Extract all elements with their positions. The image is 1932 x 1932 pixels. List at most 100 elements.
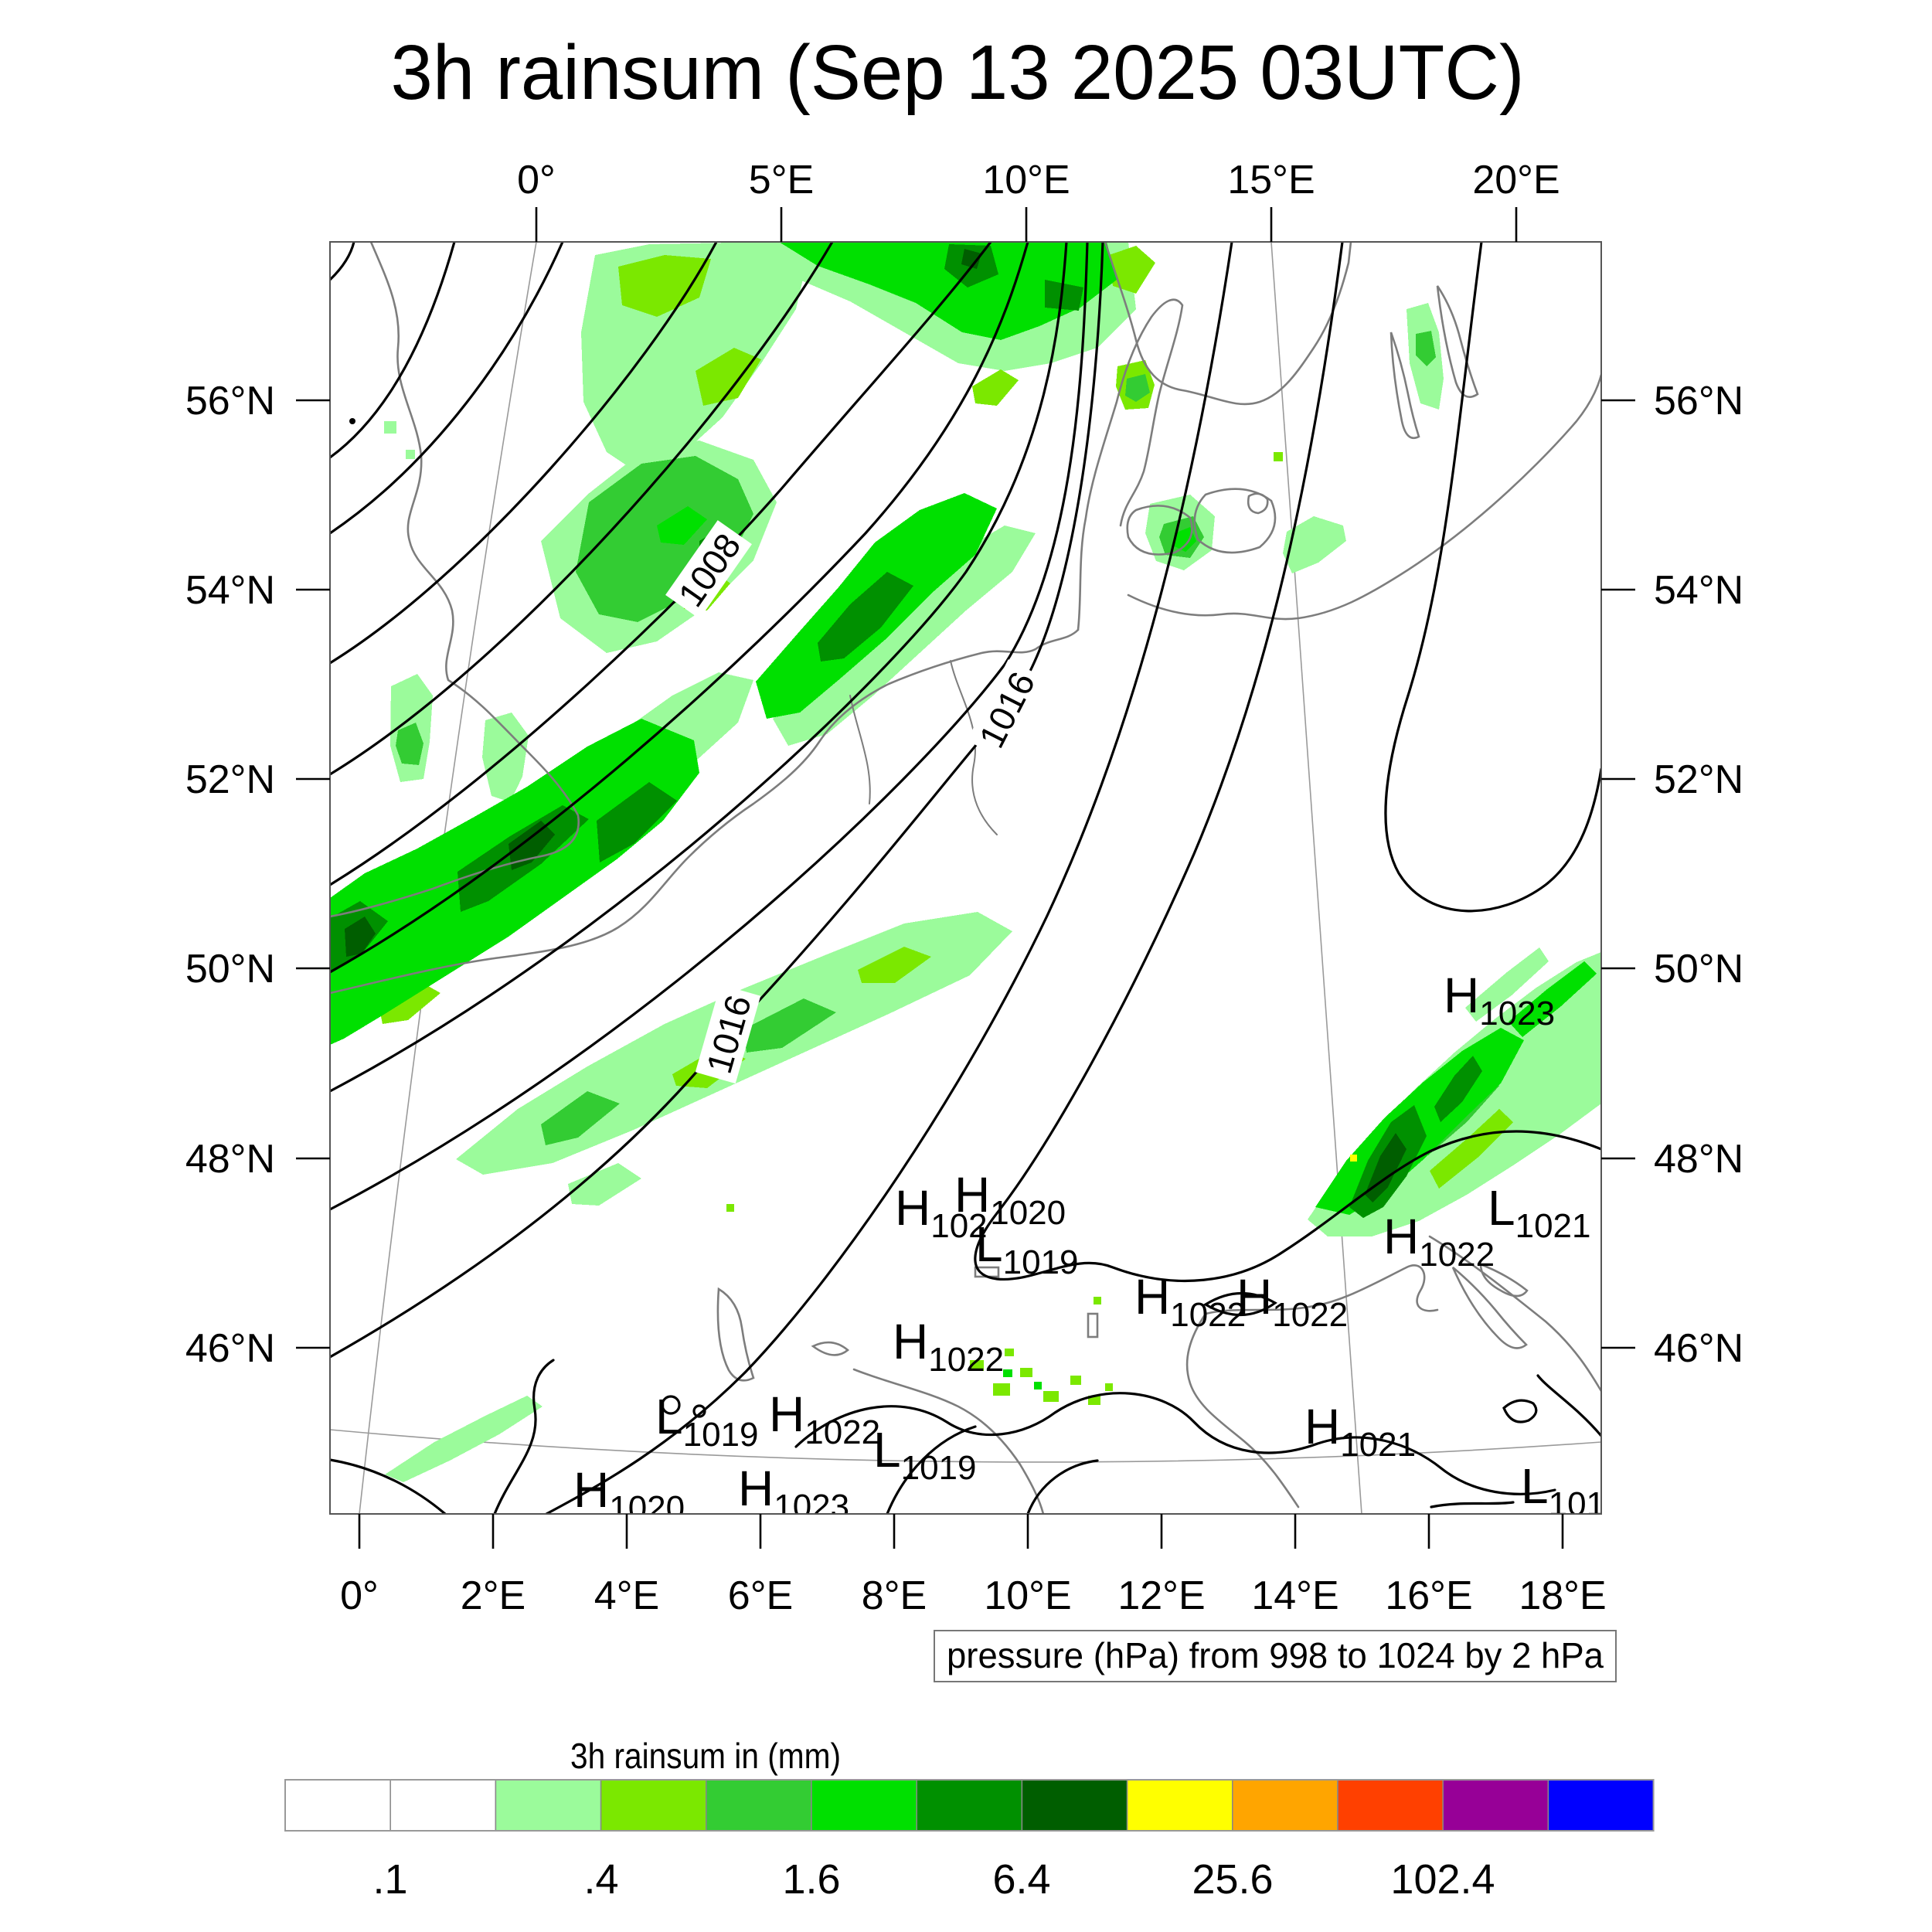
- left-axis-label: 48°N: [185, 1137, 275, 1182]
- isobar-alps: [1026, 1459, 1099, 1514]
- left-axis-label: 50°N: [185, 947, 275, 992]
- coast-england: [330, 242, 580, 918]
- low-pressure-label: L1019: [873, 1422, 976, 1487]
- isobar-cell: [1202, 1291, 1277, 1317]
- rain-area: [993, 1383, 1010, 1396]
- map-frame: [329, 241, 1602, 1515]
- bottom-axis-label: 8°E: [862, 1573, 927, 1618]
- river-weser: [849, 695, 871, 804]
- rain-area: [1173, 527, 1196, 552]
- coast-jutland: [1077, 298, 1184, 631]
- lake-garda: [1087, 1312, 1099, 1338]
- bottom-axis-label: 10°E: [984, 1573, 1071, 1618]
- coast-liguria: [852, 1368, 1045, 1514]
- colorbar-swatch: [811, 1779, 917, 1832]
- rain-area: [1125, 374, 1150, 402]
- rain-area: [1109, 246, 1155, 294]
- right-axis-label: 52°N: [1654, 757, 1743, 802]
- high-pressure-label: H1022: [769, 1386, 880, 1451]
- rain-area: [1020, 1368, 1032, 1377]
- pressure-contours: [330, 242, 1601, 1514]
- rain-area: [509, 821, 555, 870]
- isobar-1016: [330, 242, 1104, 1359]
- rain-area: [1088, 1396, 1100, 1405]
- colorbar-swatch: [1547, 1779, 1655, 1832]
- colorbar-swatch: [916, 1779, 1023, 1832]
- isobar: [545, 242, 1233, 1514]
- rain-field: [330, 242, 1601, 1482]
- high-pressure-label: H1020: [954, 1167, 1066, 1232]
- rain-area: [1283, 516, 1346, 573]
- rain-area: [1539, 1048, 1601, 1122]
- pressure-legend-text: pressure (hPa) from 998 to 1024 by 2 hPa: [947, 1635, 1604, 1675]
- coast-funen-island: [1126, 505, 1193, 556]
- right-axis-label: 50°N: [1654, 947, 1743, 992]
- rain-area: [1509, 961, 1597, 1037]
- low-pressure-label: L1021: [1488, 1180, 1590, 1245]
- rain-area: [379, 980, 440, 1024]
- right-axis-label: 46°N: [1654, 1326, 1743, 1371]
- low-pressure-label: L1019: [1521, 1458, 1624, 1523]
- rain-area: [858, 947, 931, 983]
- colorbar-swatch: [706, 1779, 812, 1832]
- bottom-axis-label: 0°: [340, 1573, 379, 1618]
- rain-area: [1034, 1382, 1042, 1389]
- pressure-legend-box: [934, 1630, 1617, 1682]
- rain-area: [1094, 1297, 1101, 1304]
- rain-area: [618, 255, 711, 317]
- colorbar-title: 3h rainsum in (mm): [570, 1736, 841, 1776]
- city-dot: [349, 418, 355, 424]
- colorbar-swatch: [284, 1779, 391, 1832]
- colorbar-swatch: [1021, 1779, 1128, 1832]
- isobar: [1536, 1374, 1601, 1437]
- contour-label-box: [695, 984, 761, 1084]
- bottom-axis-label: 14°E: [1251, 1573, 1338, 1618]
- pressure-centers: H1023L1021H1022H102H1020L1019H1022H1022H…: [573, 968, 1624, 1527]
- rain-area: [1105, 1383, 1113, 1391]
- rain-area: [541, 1091, 620, 1145]
- rain-area: [726, 1204, 734, 1212]
- top-axis-label: 0°: [517, 158, 556, 202]
- colorbar-swatch: [1232, 1779, 1338, 1832]
- lake-geneva: [811, 1341, 850, 1356]
- coast-adriatic-north: [1204, 1264, 1439, 1315]
- left-axis-label: 54°N: [185, 568, 275, 613]
- rain-area: [696, 348, 761, 406]
- rain-area: [396, 723, 423, 765]
- isobar-alps: [886, 1425, 977, 1514]
- isobar-cell: [661, 1395, 681, 1415]
- colorbar-tick-label: .1: [372, 1856, 407, 1903]
- coast-zealand-island: [1193, 488, 1277, 554]
- low-pressure-label: L1019: [655, 1389, 758, 1454]
- colorbar-outline: [284, 1779, 1655, 1832]
- top-axis-label: 15°E: [1227, 158, 1315, 202]
- rain-area: [385, 1396, 543, 1482]
- isobar: [330, 242, 564, 535]
- coast-gotland-island: [1436, 285, 1479, 398]
- colorbar: .1 .4 1.6 6.4 25.6 102.4: [284, 1779, 1655, 1903]
- meridian-15E: [1270, 242, 1362, 1514]
- rain-area: [406, 450, 415, 459]
- rain-area: [1070, 1376, 1081, 1385]
- rain-area: [1430, 1109, 1513, 1189]
- colorbar-tick-label: 6.4: [992, 1856, 1050, 1903]
- rain-area: [345, 917, 376, 957]
- bottom-axis-label: 18°E: [1519, 1573, 1606, 1618]
- high-pressure-label: H1022: [1134, 1269, 1246, 1334]
- parallel-45N: [330, 1429, 1601, 1463]
- top-axis-label: 5°E: [749, 158, 814, 202]
- bottom-axis-label: 2°E: [461, 1573, 526, 1618]
- coast-croatia: [1428, 1235, 1601, 1393]
- coast-france-lowcountries: [330, 628, 1080, 995]
- coast-baltic-south: [1127, 373, 1601, 621]
- high-pressure-label: H1021: [1304, 1399, 1416, 1464]
- isobar: [330, 242, 456, 459]
- contour-label-box: [665, 520, 752, 619]
- high-pressure-label: H1020: [573, 1462, 685, 1527]
- low-pressure-label: L1019: [975, 1216, 1078, 1281]
- top-axis-label: 20°E: [1472, 158, 1560, 202]
- rain-area: [1003, 1369, 1012, 1377]
- high-pressure-label: H1023: [738, 1461, 849, 1526]
- rain-area: [1045, 280, 1083, 311]
